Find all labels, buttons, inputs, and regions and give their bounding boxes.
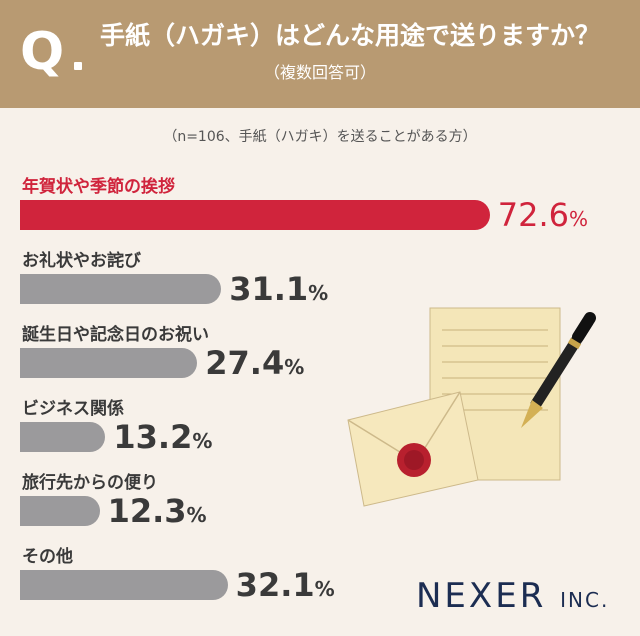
value-label: 27.4% bbox=[205, 344, 305, 382]
nexer-logo: NEXER INC. bbox=[416, 576, 610, 616]
value-label: 13.2% bbox=[113, 418, 213, 456]
category-label: 誕生日や記念日のお祝い bbox=[22, 325, 209, 345]
category-label: 年賀状や季節の挨拶 bbox=[22, 177, 175, 197]
value-label: 32.1% bbox=[235, 566, 335, 604]
bar bbox=[20, 200, 490, 230]
bar bbox=[20, 422, 106, 452]
bar bbox=[20, 496, 100, 526]
sample-note: （n=106、手紙（ハガキ）を送ることがある方） bbox=[163, 129, 477, 145]
category-label: その他 bbox=[22, 547, 73, 567]
bar bbox=[20, 348, 198, 378]
bar bbox=[20, 274, 222, 304]
question-title: 手紙（ハガキ）はどんな用途で送りますか？ bbox=[100, 21, 601, 50]
category-label: お礼状やお詫び bbox=[22, 251, 141, 271]
category-label: 旅行先からの便り bbox=[22, 473, 158, 493]
header-banner: Q 手紙（ハガキ）はどんな用途で送りますか？ （複数回答可） bbox=[0, 0, 640, 108]
category-label: ビジネス関係 bbox=[22, 399, 124, 419]
letter-pen-illustration bbox=[347, 307, 596, 507]
value-label: 12.3% bbox=[107, 492, 207, 530]
q-mark: Q bbox=[20, 22, 65, 82]
question-note: （複数回答可） bbox=[263, 63, 376, 82]
q-dot bbox=[74, 62, 82, 70]
bar bbox=[20, 570, 228, 600]
value-label: 72.6% bbox=[497, 196, 588, 234]
value-label: 31.1% bbox=[229, 270, 329, 308]
fountain-pen-icon bbox=[521, 312, 596, 428]
wax-seal-icon bbox=[397, 443, 431, 477]
